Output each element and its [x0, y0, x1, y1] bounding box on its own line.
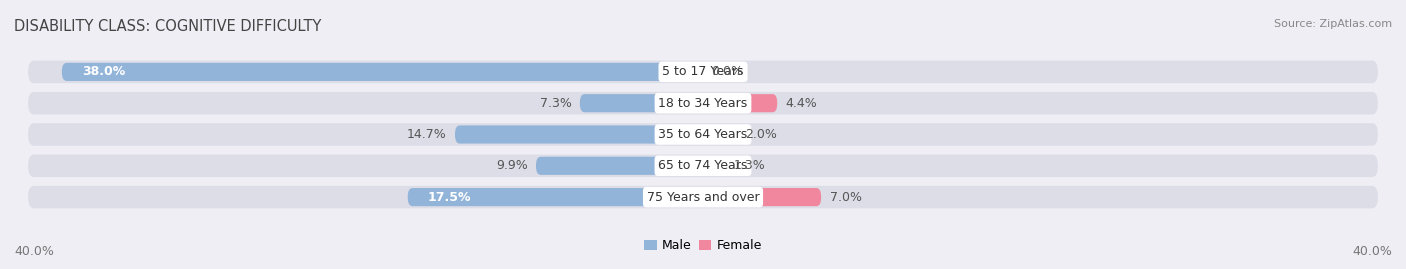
- FancyBboxPatch shape: [703, 94, 778, 112]
- FancyBboxPatch shape: [28, 123, 1378, 146]
- Text: 75 Years and over: 75 Years and over: [647, 191, 759, 204]
- Text: Source: ZipAtlas.com: Source: ZipAtlas.com: [1274, 19, 1392, 29]
- Text: 17.5%: 17.5%: [427, 191, 471, 204]
- Text: 1.3%: 1.3%: [734, 159, 765, 172]
- Text: 0.0%: 0.0%: [711, 65, 744, 78]
- FancyBboxPatch shape: [28, 186, 1378, 208]
- Text: 18 to 34 Years: 18 to 34 Years: [658, 97, 748, 110]
- FancyBboxPatch shape: [456, 125, 703, 144]
- Text: 4.4%: 4.4%: [786, 97, 817, 110]
- Text: 7.3%: 7.3%: [540, 97, 571, 110]
- FancyBboxPatch shape: [703, 125, 737, 144]
- FancyBboxPatch shape: [28, 154, 1378, 177]
- FancyBboxPatch shape: [703, 188, 821, 206]
- FancyBboxPatch shape: [28, 92, 1378, 115]
- Text: DISABILITY CLASS: COGNITIVE DIFFICULTY: DISABILITY CLASS: COGNITIVE DIFFICULTY: [14, 19, 322, 34]
- FancyBboxPatch shape: [28, 61, 1378, 83]
- Text: 2.0%: 2.0%: [745, 128, 778, 141]
- FancyBboxPatch shape: [408, 188, 703, 206]
- Text: 40.0%: 40.0%: [1353, 245, 1392, 258]
- Text: 7.0%: 7.0%: [830, 191, 862, 204]
- Text: 14.7%: 14.7%: [406, 128, 447, 141]
- Text: 5 to 17 Years: 5 to 17 Years: [662, 65, 744, 78]
- FancyBboxPatch shape: [536, 157, 703, 175]
- Text: 40.0%: 40.0%: [14, 245, 53, 258]
- Text: 65 to 74 Years: 65 to 74 Years: [658, 159, 748, 172]
- Text: 35 to 64 Years: 35 to 64 Years: [658, 128, 748, 141]
- Text: 9.9%: 9.9%: [496, 159, 527, 172]
- Text: 38.0%: 38.0%: [82, 65, 125, 78]
- FancyBboxPatch shape: [703, 157, 725, 175]
- FancyBboxPatch shape: [579, 94, 703, 112]
- Legend: Male, Female: Male, Female: [644, 239, 762, 252]
- FancyBboxPatch shape: [62, 63, 703, 81]
